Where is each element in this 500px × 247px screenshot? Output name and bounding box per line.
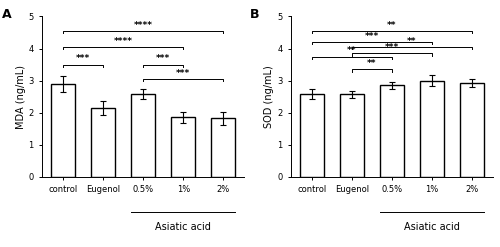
Text: **: ** xyxy=(387,21,396,30)
Text: ***: *** xyxy=(365,32,379,41)
Text: ***: *** xyxy=(156,54,170,63)
Text: Asiatic acid: Asiatic acid xyxy=(156,222,211,232)
Bar xyxy=(132,94,156,177)
Text: Asiatic acid: Asiatic acid xyxy=(404,222,460,232)
Text: ****: **** xyxy=(114,37,133,46)
Bar xyxy=(340,94,364,177)
Bar xyxy=(212,118,236,177)
Text: ***: *** xyxy=(76,54,90,63)
Text: ***: *** xyxy=(176,69,190,78)
Text: B: B xyxy=(250,8,260,21)
Text: **: ** xyxy=(407,37,416,46)
Bar xyxy=(52,84,76,177)
Text: **: ** xyxy=(367,59,376,68)
Text: **: ** xyxy=(347,46,356,55)
Bar xyxy=(172,118,196,177)
Text: ***: *** xyxy=(385,43,399,52)
Bar xyxy=(92,108,116,177)
Bar xyxy=(420,81,444,177)
Bar xyxy=(380,85,404,177)
Text: ****: **** xyxy=(134,21,153,30)
Bar xyxy=(300,94,324,177)
Y-axis label: MDA (ng/mL): MDA (ng/mL) xyxy=(16,65,26,129)
Bar xyxy=(460,83,484,177)
Y-axis label: SOD (ng/mL): SOD (ng/mL) xyxy=(264,65,274,128)
Text: A: A xyxy=(2,8,12,21)
